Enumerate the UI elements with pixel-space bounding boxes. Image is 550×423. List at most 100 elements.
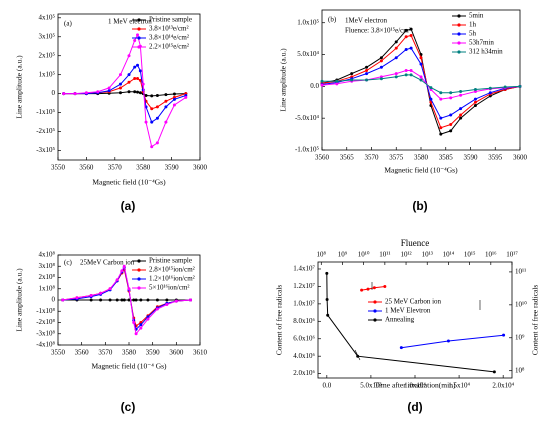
y-axis-label: Line amplitude (a.u.) — [15, 55, 24, 119]
y-tick-label: -2x10⁸ — [36, 318, 55, 326]
data-point — [150, 145, 154, 149]
x-tick-label: 3595 — [488, 154, 503, 162]
x-axis-label: Magnetic field (10⁻⁴ Gs) — [91, 362, 167, 371]
data-point — [379, 59, 383, 63]
legend-label: 312 h34min — [469, 48, 503, 56]
series-line — [63, 33, 187, 148]
data-point — [419, 75, 423, 79]
x2-tick-label: 10⁹ — [338, 251, 348, 259]
annotation: Fluence: 3.8×10¹⁵e/cm² — [345, 27, 411, 35]
data-point — [84, 91, 88, 95]
data-point — [75, 296, 79, 300]
legend-label: 1 MeV Elevtron — [385, 307, 431, 315]
x-tick-label: 3565 — [340, 154, 355, 162]
data-point — [488, 86, 492, 90]
data-point — [136, 63, 140, 67]
data-point — [365, 65, 369, 69]
x2-tick-label: 10¹⁷ — [506, 251, 518, 259]
data-point — [394, 40, 398, 44]
data-point — [394, 75, 398, 79]
chart-title: Fluence — [401, 238, 430, 248]
y-axis-label: Line amplitude (a.u.) — [15, 268, 24, 332]
data-point — [429, 86, 433, 90]
data-point — [335, 82, 339, 86]
y-tick-label: 8.0x10⁶ — [293, 317, 315, 325]
data-point — [459, 113, 463, 117]
x-tick-label: 3580 — [136, 164, 151, 172]
data-point — [115, 278, 119, 282]
legend-label: 5×10¹⁶ion/cm² — [149, 284, 190, 292]
data-point — [439, 91, 443, 95]
data-point — [118, 91, 122, 95]
x-tick-label: 3610 — [193, 349, 208, 357]
legend-marker — [137, 45, 141, 49]
legend-label: 5h — [469, 30, 477, 38]
data-point — [518, 84, 522, 88]
data-point — [99, 298, 103, 302]
legend-marker — [137, 259, 141, 263]
y-tick-label: 6.0x10⁶ — [293, 334, 315, 342]
data-point — [394, 56, 398, 60]
data-point — [150, 94, 154, 98]
y-tick-label: 3x10⁸ — [39, 262, 56, 270]
data-point — [120, 298, 124, 302]
y-tick-label: -3x10⁸ — [36, 329, 55, 337]
data-point — [164, 120, 168, 124]
data-point — [439, 126, 443, 130]
data-point — [133, 90, 137, 94]
data-point — [96, 90, 100, 94]
data-point — [365, 78, 369, 82]
data-point — [134, 332, 138, 336]
y-tick-label: 1.2x10⁷ — [293, 282, 315, 290]
data-point — [155, 141, 159, 145]
data-point — [379, 56, 383, 60]
x2-tick-label: 10¹⁴ — [443, 251, 455, 259]
data-point — [144, 120, 148, 124]
x-tick-label: 3575 — [389, 154, 404, 162]
data-point — [138, 91, 142, 95]
data-point — [132, 298, 136, 302]
data-point — [122, 298, 126, 302]
legend-marker — [373, 309, 377, 313]
data-point — [141, 82, 145, 86]
data-point — [492, 370, 496, 374]
data-point — [133, 65, 137, 69]
legend-marker — [457, 23, 461, 27]
data-point — [409, 27, 413, 31]
data-point — [365, 68, 369, 72]
data-point — [108, 287, 112, 291]
legend-marker — [373, 300, 377, 304]
data-point — [449, 113, 453, 117]
annotation: (c) — [64, 259, 72, 267]
x-tick-label: 3560 — [79, 164, 94, 172]
data-point — [350, 72, 354, 76]
data-point — [62, 92, 66, 96]
data-point — [107, 86, 111, 90]
legend-label: 2.8×10¹⁵ion/cm² — [149, 266, 195, 274]
data-point — [165, 298, 169, 302]
y-tick-label: -5.0x10⁴ — [295, 114, 320, 122]
data-point — [439, 97, 443, 101]
legend-marker — [137, 27, 141, 31]
data-point — [108, 298, 112, 302]
y-axis-label: Content of free radicals — [275, 285, 284, 356]
data-point — [409, 33, 413, 37]
x-tick-label: 3550 — [51, 164, 66, 172]
y2-tick-label: 10¹¹ — [515, 268, 526, 276]
panel-label: (b) — [412, 199, 427, 213]
y-axis-label: Line amplitude (a.u.) — [279, 48, 288, 112]
annotation: (a) — [64, 20, 72, 28]
x-tick-label: 3570 — [98, 349, 113, 357]
data-point — [502, 333, 506, 337]
data-point — [155, 307, 159, 311]
y-tick-label: 0 — [52, 89, 56, 97]
data-point — [325, 298, 329, 302]
data-point — [139, 323, 143, 327]
data-point — [449, 129, 453, 133]
annotation: (b) — [328, 16, 337, 24]
data-point — [127, 54, 131, 58]
data-point — [144, 94, 148, 98]
data-point — [365, 72, 369, 76]
data-point — [61, 298, 65, 302]
data-point — [89, 298, 93, 302]
